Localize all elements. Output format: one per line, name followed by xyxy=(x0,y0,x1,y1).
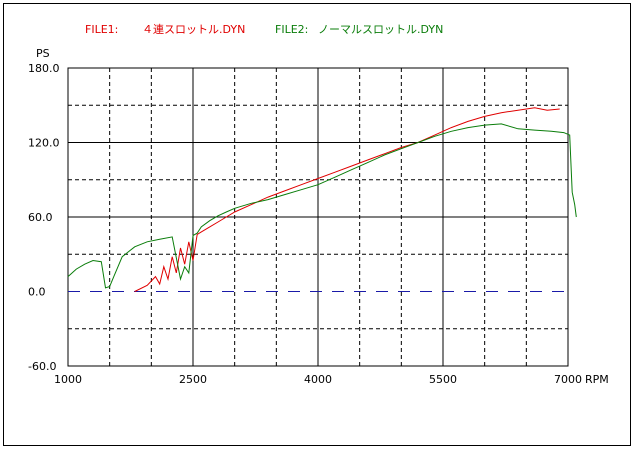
legend-file2-label: FILE2: xyxy=(275,23,308,36)
x-tick-labels: 1000 2500 4000 5500 7000 xyxy=(54,373,582,386)
y-tick-label: 60.0 xyxy=(28,211,53,224)
y-tick-labels: 180.0 120.0 60.0 0.0 -60.0 xyxy=(28,62,60,373)
grid xyxy=(68,68,568,366)
y-tick-label: 180.0 xyxy=(28,62,60,75)
legend-file1-name: ４連スロットル.DYN xyxy=(142,22,245,36)
legend-file1-label: FILE1: xyxy=(85,23,118,36)
x-axis-label: RPM xyxy=(585,373,609,386)
x-tick-label: 5500 xyxy=(429,373,457,386)
y-tick-label: 120.0 xyxy=(28,137,60,150)
x-tick-label: 7000 xyxy=(554,373,582,386)
legend-file2-name: ノーマルスロットル.DYN xyxy=(318,23,443,36)
y-tick-label: -60.0 xyxy=(28,360,56,373)
y-axis-label: PS xyxy=(36,47,50,60)
chart-frame xyxy=(3,3,631,446)
x-tick-label: 2500 xyxy=(179,373,207,386)
series-lines xyxy=(67,107,577,292)
y-tick-label: 0.0 xyxy=(28,286,46,299)
x-tick-label: 1000 xyxy=(54,373,82,386)
series-line-file1 xyxy=(134,107,560,292)
series-line-file2 xyxy=(67,123,577,289)
x-tick-label: 4000 xyxy=(304,373,332,386)
